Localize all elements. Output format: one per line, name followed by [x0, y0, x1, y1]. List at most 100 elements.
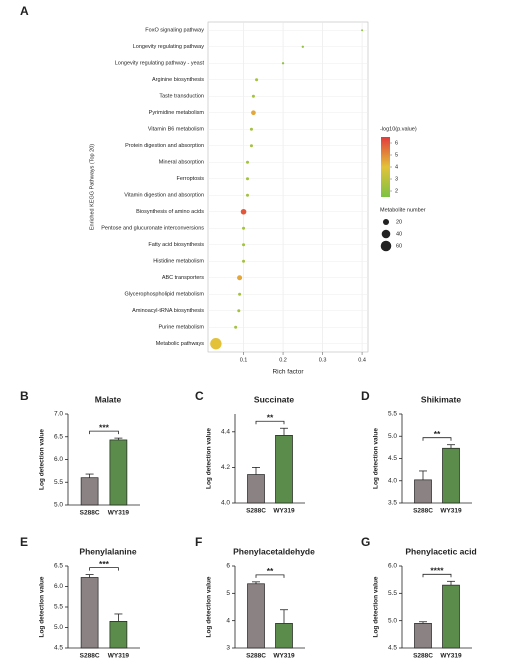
y-tick-label: 4.0	[388, 477, 397, 484]
y-axis-title: Log detection value	[206, 576, 213, 637]
bar	[275, 435, 293, 504]
y-tick-label: 4.2	[221, 464, 230, 471]
x-axis-title: Rich factor	[272, 369, 304, 376]
y-axis-title: Log detection value	[373, 576, 380, 637]
y-tick-label: 5.5	[54, 604, 63, 611]
chart-title: Phenylacetic acid	[405, 546, 476, 556]
y-tick-label: 3.5	[388, 500, 397, 507]
size-key	[380, 240, 392, 252]
y-tick-label: 5	[226, 590, 230, 597]
y-axis-title: Enriched KEGG Pathways (Top 20)	[89, 144, 95, 230]
bar	[275, 623, 293, 649]
bubble	[234, 325, 238, 329]
bar	[414, 479, 432, 504]
bubble	[249, 144, 253, 148]
y-tick-label: Vitamin B6 metabolism	[148, 127, 205, 133]
y-tick-label: 5.0	[54, 502, 63, 509]
panel-label: B	[20, 389, 29, 403]
size-legend-title: Metabolite number	[380, 207, 426, 213]
bubble	[281, 62, 285, 65]
bar	[247, 474, 265, 504]
y-tick-label: Mineral absorption	[159, 160, 204, 166]
color-tick-label: 4	[395, 164, 398, 170]
bubble	[251, 110, 256, 116]
significance-bracket	[255, 420, 285, 425]
color-legend-title: -log10(p.value)	[380, 126, 417, 132]
y-tick-label: 6.0	[54, 456, 63, 463]
y-tick-label: 3	[226, 645, 230, 652]
y-tick-label: 6.5	[54, 433, 63, 440]
x-tick-label: S288C	[80, 653, 100, 660]
bar	[80, 577, 99, 649]
size-key	[382, 218, 390, 226]
panel-label: F	[195, 535, 202, 549]
y-tick-label: 6.0	[388, 563, 397, 570]
y-tick-label: Vitamin digestion and absorption	[124, 193, 204, 199]
panel-label: E	[20, 535, 28, 549]
x-tick-label: S288C	[246, 508, 266, 515]
significance-bracket	[89, 567, 119, 571]
size-key-label: 60	[396, 243, 402, 249]
y-tick-label: Arginine biosynthesis	[152, 77, 204, 83]
y-tick-label: Ferroptosis	[176, 176, 204, 182]
x-tick-label: 0.4	[358, 357, 366, 363]
chart-title: Shikimate	[421, 394, 461, 404]
bubble	[242, 259, 246, 263]
y-tick-label: 6.0	[54, 583, 63, 590]
panel-label: D	[361, 389, 370, 403]
color-tick-label: 3	[395, 176, 398, 182]
y-tick-label: Purine metabolism	[158, 325, 204, 331]
significance-bracket	[89, 430, 119, 435]
color-bar	[381, 137, 390, 197]
bubble	[245, 177, 250, 181]
y-tick-label: Metabolic pathways	[156, 341, 205, 347]
y-tick-label: Taste transduction	[159, 94, 204, 100]
y-tick-label: 4.4	[221, 429, 230, 436]
y-tick-label: Aminoacyl-tRNA biosynthesis	[132, 308, 204, 314]
plot-area	[207, 21, 369, 353]
significance-label: ***	[99, 422, 110, 432]
color-tick-label: 6	[395, 140, 398, 146]
x-tick-label: 0.3	[319, 357, 327, 363]
chart-title: Malate	[95, 394, 122, 404]
y-tick-label: 4.5	[54, 645, 63, 652]
bar	[109, 620, 128, 649]
bubble	[301, 45, 304, 48]
chart-title: Succinate	[254, 394, 294, 404]
bubble	[242, 243, 246, 247]
y-tick-label: Glycerophospholipid metabolism	[125, 292, 205, 298]
bubble	[242, 226, 246, 230]
bubble	[245, 160, 250, 164]
bubble	[238, 292, 242, 296]
bubble	[237, 275, 243, 281]
bar	[442, 447, 460, 504]
x-tick-label: S288C	[80, 510, 100, 517]
y-tick-label: Longevity regulating pathway - yeast	[115, 61, 205, 67]
panel-label: A	[20, 4, 29, 18]
y-tick-label: 7.0	[54, 411, 63, 418]
y-tick-label: 6	[226, 563, 230, 570]
significance-bracket	[422, 573, 452, 578]
bar	[247, 583, 265, 649]
significance-label: ****	[430, 566, 444, 576]
x-tick-label: WY319	[273, 653, 295, 660]
significance-label: **	[434, 429, 441, 439]
x-tick-label: S288C	[246, 653, 266, 660]
y-tick-label: Biosynthesis of amino acids	[136, 209, 204, 215]
chart-title: Phenylalanine	[79, 546, 136, 556]
bubble	[245, 193, 250, 197]
bubble	[210, 338, 222, 350]
y-tick-label: 5.5	[54, 479, 63, 486]
color-tick-label: 5	[395, 152, 398, 158]
y-tick-label: 6.5	[54, 563, 63, 570]
y-tick-label: ABC transporters	[162, 275, 204, 281]
y-tick-label: Fatty acid biosynthesis	[148, 242, 204, 248]
y-axis-title: Log detection value	[373, 428, 380, 489]
bubble	[237, 309, 241, 313]
y-tick-label: 5.0	[54, 624, 63, 631]
bar	[80, 477, 99, 506]
bar	[442, 584, 460, 649]
bar	[414, 623, 432, 649]
bubble	[361, 29, 364, 32]
